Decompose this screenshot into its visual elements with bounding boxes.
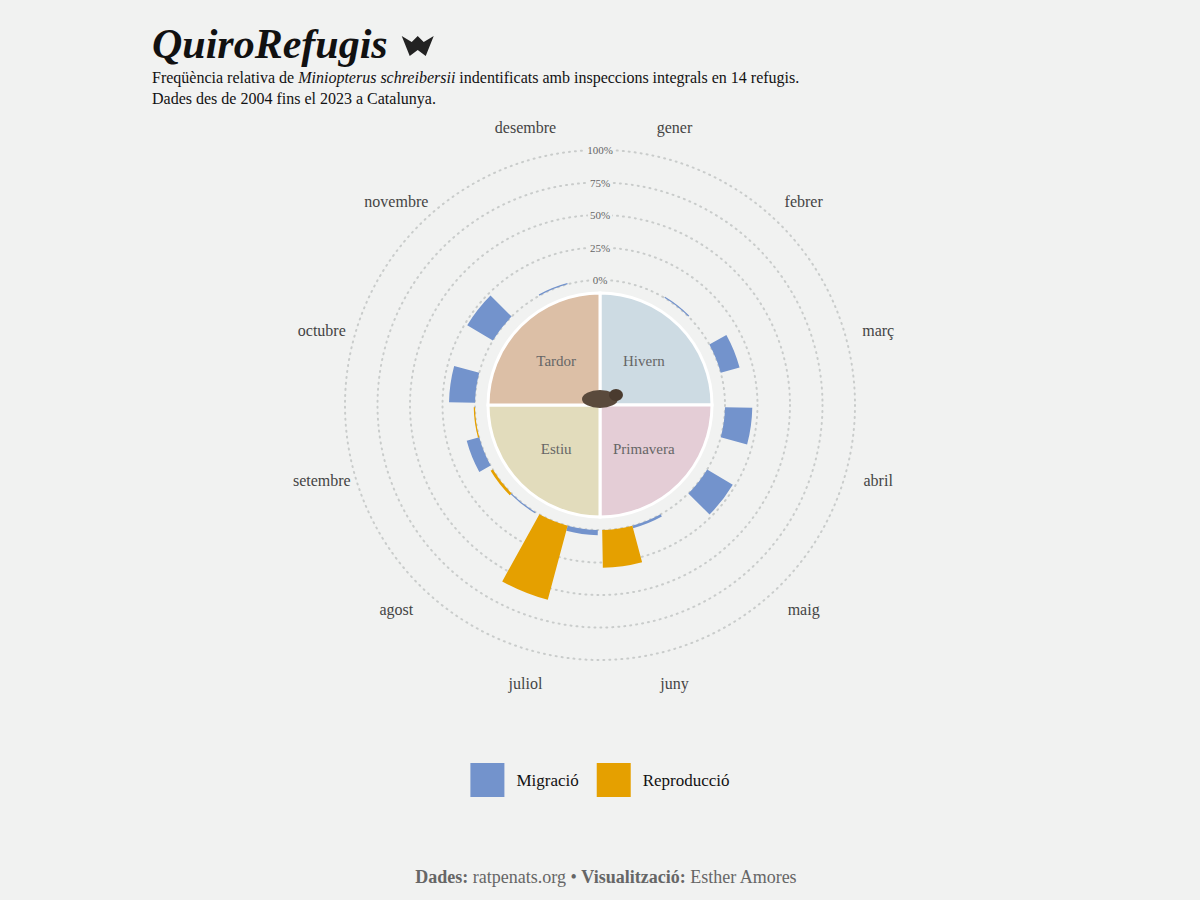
subtitle-part: Freqüència relativa de <box>152 69 298 87</box>
caption-text: Esther Amores <box>690 867 796 887</box>
title: QuiroRefugis <box>152 21 388 67</box>
center-icon <box>609 389 623 401</box>
category-label: novembre <box>364 193 428 210</box>
category-label: març <box>862 322 894 340</box>
tick-label: 100% <box>587 144 613 156</box>
legend-swatch <box>597 763 631 797</box>
bar <box>449 366 479 403</box>
bar <box>688 469 732 514</box>
title-icon <box>402 36 434 56</box>
subtitle: Dades des de 2004 fins el 2023 a Catalun… <box>152 90 436 108</box>
bar <box>539 283 568 296</box>
legend-label: Reproducció <box>643 771 730 790</box>
grid-circle <box>378 183 823 628</box>
tick-label-bg <box>591 274 610 286</box>
bar <box>479 344 490 372</box>
tick-label-bg <box>588 209 612 221</box>
bar <box>502 514 567 599</box>
grid-circle <box>475 280 725 530</box>
bar <box>467 295 511 340</box>
subtitle-part: indentificats amb inspeccions integrals … <box>455 69 799 87</box>
category-label: abril <box>864 472 894 489</box>
tick-label-bg <box>585 144 615 156</box>
bar <box>709 335 739 373</box>
bar <box>688 317 707 341</box>
season-label: Tardor <box>536 353 576 369</box>
category-label: gener <box>657 119 693 137</box>
bar <box>721 407 753 444</box>
tick-label-bg <box>588 242 612 254</box>
bar <box>709 437 720 465</box>
legend: Migració Reproducció <box>470 763 729 797</box>
category-label: octubre <box>298 322 346 339</box>
tick-label: 0% <box>593 274 608 286</box>
subtitle-part: Dades des de 2004 fins el 2023 a Catalun… <box>152 90 436 108</box>
bar <box>474 407 480 438</box>
category-label: desembre <box>495 119 556 136</box>
background <box>0 0 1200 900</box>
legend-swatch <box>470 763 504 797</box>
bar <box>467 437 491 472</box>
bar <box>566 526 598 535</box>
chart: QuiroRefugis Freqüència relativa de Minio… <box>0 0 1200 900</box>
category-label: agost <box>379 601 413 619</box>
grid-circle <box>443 248 758 563</box>
bar <box>602 526 642 568</box>
bar <box>491 469 512 495</box>
subtitle: Freqüència relativa de Miniopterus schre… <box>152 69 799 87</box>
subtitle-part: Miniopterus schreibersii <box>297 69 455 87</box>
bars <box>449 280 752 600</box>
caption-separator: • <box>566 867 581 887</box>
bar <box>664 297 689 317</box>
caption: Dades: ratpenats.org • Visualització: Es… <box>415 867 796 887</box>
season-label: Primavera <box>613 441 675 457</box>
tick-label-bg <box>588 177 612 189</box>
category-label: febrer <box>785 193 824 210</box>
tick-label: 75% <box>590 177 610 189</box>
category-label: juliol <box>508 675 543 693</box>
season-sector <box>600 293 712 405</box>
season-sector <box>600 405 712 517</box>
tick-label: 50% <box>590 209 610 221</box>
season-label: Hivern <box>623 353 665 369</box>
bar <box>632 514 662 528</box>
season-label: Estiu <box>541 441 572 457</box>
bar <box>664 493 688 512</box>
grid-circle <box>410 215 790 595</box>
bar <box>721 373 725 403</box>
caption-label: Dades: <box>415 867 473 887</box>
bar <box>512 298 536 317</box>
category-label: juny <box>659 675 688 693</box>
bar <box>511 493 536 513</box>
category-label: maig <box>788 601 820 619</box>
tick-label: 25% <box>590 242 610 254</box>
caption-text: ratpenats.org <box>473 867 566 887</box>
bar <box>632 284 660 295</box>
caption-label: Visualització: <box>581 867 690 887</box>
season-sector <box>488 405 600 517</box>
grid-circle <box>345 150 855 660</box>
legend-label: Migració <box>516 771 578 790</box>
category-label: setembre <box>293 472 351 489</box>
